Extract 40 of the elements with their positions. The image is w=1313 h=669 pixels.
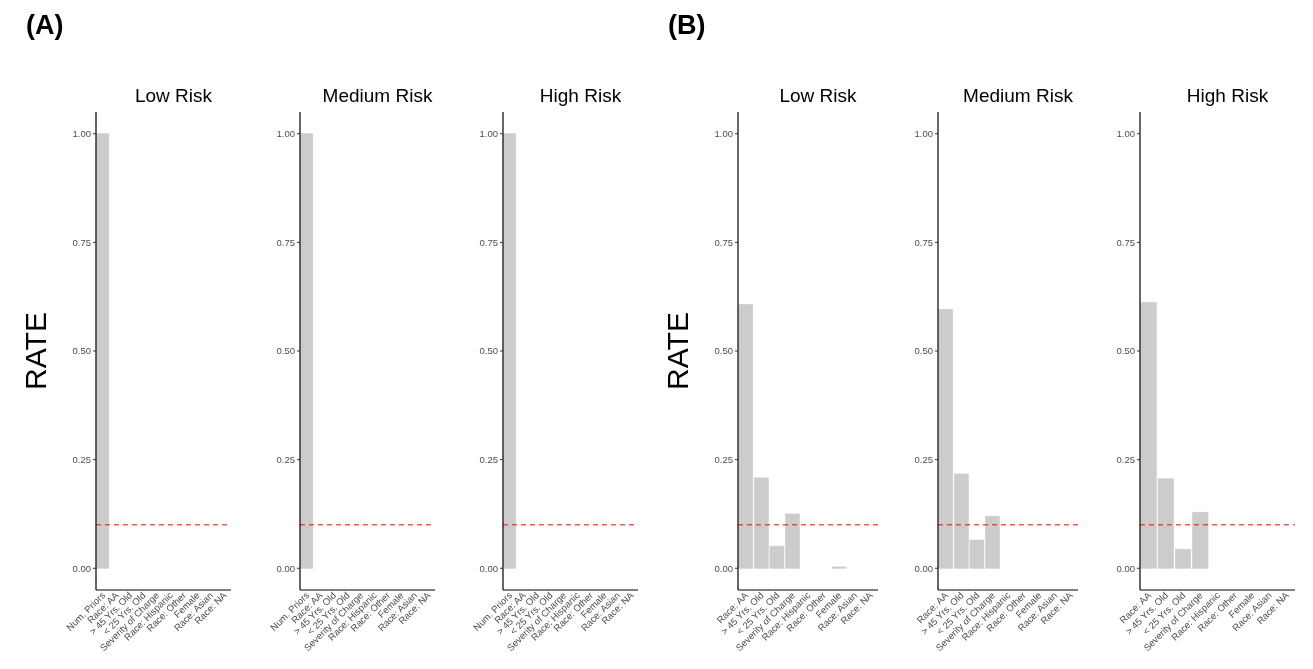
y-tick-label: 1.00 [479,128,498,140]
text: (B) [668,10,706,40]
y-tick-label: 0.50 [72,345,91,357]
y-tick-label: 1.00 [72,128,91,140]
y-tick-label: 0.50 [479,345,498,357]
y-tick-label: 0.50 [1116,345,1135,357]
y-tick-label: 1.00 [914,128,933,140]
y-tick-label: 0.00 [1116,562,1135,574]
y-tick-label: 0.00 [479,562,498,574]
y-tick-label: 0.25 [714,453,733,465]
y-tick-label: 0.25 [479,453,498,465]
y-tick-label: 1.00 [276,128,295,140]
y-tick-label: 0.00 [72,562,91,574]
chart-title: High Risk [539,85,622,106]
chart-title: High Risk [1186,85,1269,106]
y-tick-label: 0.75 [714,236,733,248]
y-tick-label: 0.50 [914,345,933,357]
y-tick-label: 1.00 [1116,128,1135,140]
y-tick-label: 0.50 [276,345,295,357]
y-tick-label: 0.00 [714,562,733,574]
y-axis-title: RATE [19,312,52,390]
y-tick-label: 0.75 [914,236,933,248]
y-axis-title: RATE [661,312,694,390]
text: (A) [26,10,64,40]
y-tick-label: 0.50 [714,345,733,357]
y-tick-label: 0.75 [72,236,91,248]
y-tick-label: 0.75 [276,236,295,248]
chart-title: Medium Risk [963,85,1074,106]
y-tick-label: 0.25 [1116,453,1135,465]
y-tick-label: 0.25 [914,453,933,465]
chart-title: Low Risk [134,85,213,106]
y-tick-label: 0.25 [276,453,295,465]
y-tick-label: 0.75 [1116,236,1135,248]
chart-title: Medium Risk [322,85,433,106]
y-tick-label: 0.75 [479,236,498,248]
y-tick-label: 0.00 [276,562,295,574]
chart-title: Low Risk [779,85,858,106]
y-tick-label: 0.00 [914,562,933,574]
y-tick-label: 0.25 [72,453,91,465]
y-tick-label: 1.00 [714,128,733,140]
